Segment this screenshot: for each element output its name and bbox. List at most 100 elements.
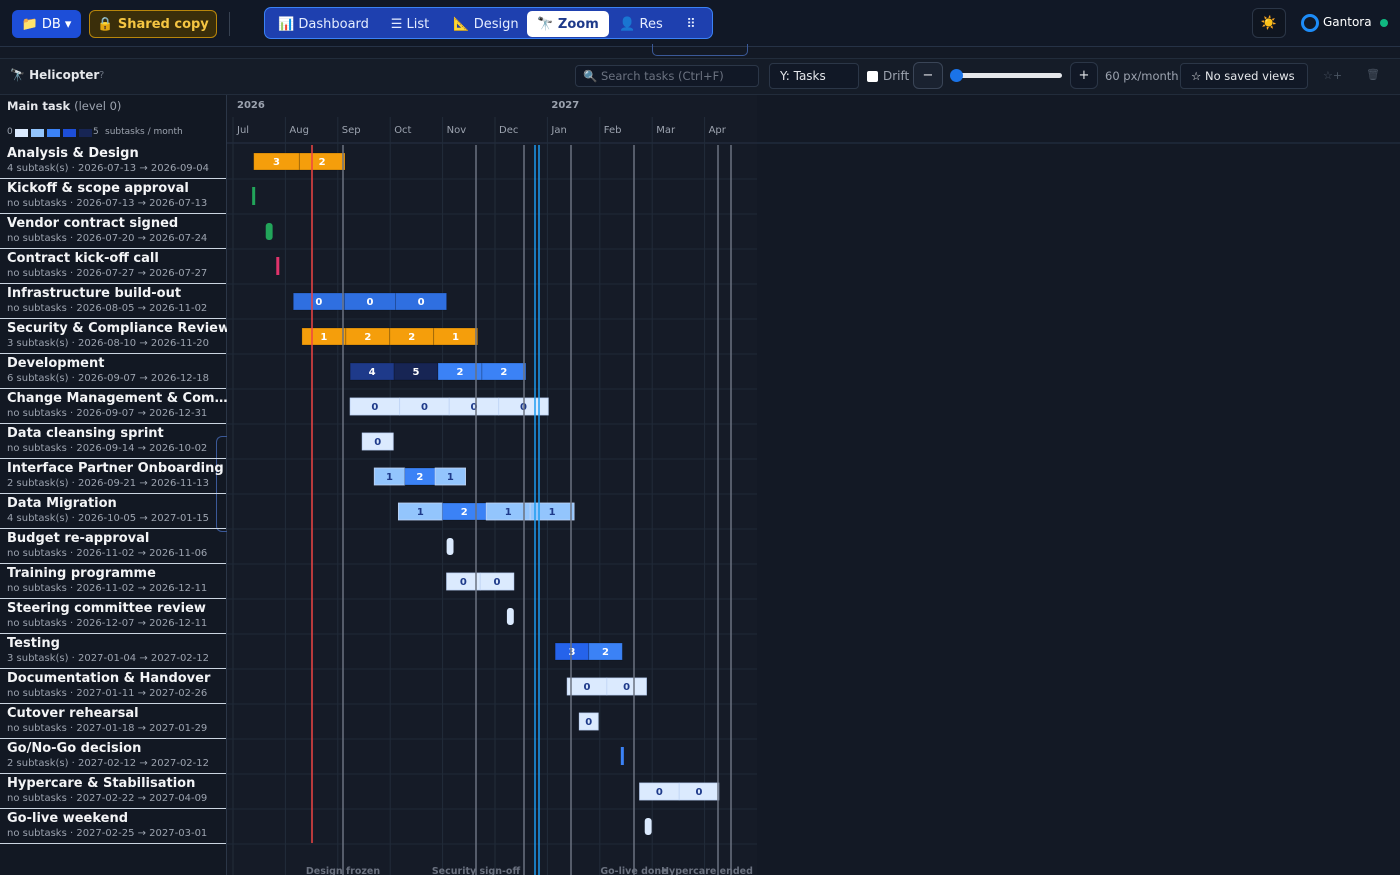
month-label: Jan [550, 125, 566, 136]
task-name: Go-live weekend [7, 811, 129, 826]
row-divider [0, 213, 226, 214]
milestone-label: Security sign-off [432, 866, 521, 875]
saved-views[interactable]: ☆ No saved views [1180, 63, 1308, 89]
zoom-out[interactable]: − [913, 62, 943, 89]
brand: Gantora [1323, 15, 1372, 29]
legend-swatches [15, 129, 92, 137]
nav-tab[interactable]: 📊 Dashboard [278, 16, 369, 32]
help[interactable]: ? [99, 70, 105, 81]
segment-count: 1 [386, 472, 393, 483]
zoom-slider[interactable] [950, 69, 963, 82]
task-meta: 4 subtask(s) · 2026-07-13 → 2026-09-04 [7, 163, 210, 174]
task-name: Hypercare & Stabilisation [7, 776, 196, 791]
theme-toggle[interactable]: ☀️ [1252, 8, 1286, 38]
task-meta: no subtasks · 2027-01-18 → 2027-01-29 [7, 723, 208, 734]
task-meta: no subtasks · 2026-07-20 → 2026-07-24 [7, 233, 208, 244]
milestone [276, 257, 280, 275]
segment [481, 362, 527, 381]
segment-count: 2 [408, 332, 415, 343]
milestone [252, 187, 256, 205]
left-panel [0, 95, 227, 875]
segment [395, 292, 448, 311]
segment-count: 2 [319, 157, 326, 168]
segment-count: 0 [371, 402, 378, 413]
segment [433, 327, 479, 346]
month-label: Mar [656, 125, 676, 136]
task-name: Cutover rehearsal [7, 706, 139, 721]
row-divider [0, 283, 226, 284]
drift-checkbox[interactable] [867, 71, 878, 82]
zoom-track [953, 73, 1062, 78]
panel-handle[interactable] [216, 436, 227, 532]
month-label: Aug [289, 125, 309, 136]
segment-count: 0 [418, 297, 425, 308]
task-meta: no subtasks · 2026-11-02 → 2026-11-06 [7, 548, 208, 559]
row-divider [0, 563, 226, 564]
search[interactable]: 🔍 Search tasks (Ctrl+F) [575, 65, 759, 87]
nav-tab[interactable]: ☰ List [390, 16, 430, 32]
segment-count: 0 [470, 402, 477, 413]
row-divider [0, 598, 226, 599]
segment-count: 2 [602, 647, 609, 658]
y-axis-select[interactable]: Y: Tasks [769, 63, 859, 89]
row-divider [0, 528, 226, 529]
gantt-bg [227, 95, 757, 875]
task-meta: no subtasks · 2026-08-05 → 2026-11-02 [7, 303, 208, 314]
task-name: Steering committee review [7, 601, 206, 616]
segment-count: 1 [417, 507, 424, 518]
task-meta: no subtasks · 2026-11-02 → 2026-12-11 [7, 583, 208, 594]
drift-label: Drift [883, 69, 910, 83]
scale-label: 60 px/month [1105, 69, 1179, 83]
row-divider [0, 773, 226, 774]
segment [437, 362, 483, 381]
segment-count: 0 [421, 402, 428, 413]
shared-copy[interactable]: 🔒 Shared copy [89, 10, 217, 38]
delete-view[interactable]: 🗑 [1366, 68, 1380, 81]
task-meta: 3 subtask(s) · 2027-01-04 → 2027-02-12 [7, 653, 210, 664]
segment-count: 3 [568, 647, 575, 658]
nav-tab[interactable]: 👤 Res [619, 16, 663, 32]
gantt: Jul Aug Sep Oct Nov Dec Jan Feb Mar Apr 2026 2027 3 2… [227, 95, 1400, 875]
nav-tab[interactable]: 🔭 Zoom [527, 11, 609, 37]
task-bar [265, 223, 273, 240]
segment-count: 0 [366, 297, 373, 308]
row-divider [0, 808, 226, 809]
month-label: Oct [394, 125, 411, 136]
task-name: Interface Partner Onboarding [7, 461, 224, 476]
task-meta: no subtasks · 2027-02-25 → 2027-03-01 [7, 828, 208, 839]
milestone-label: Design frozen [306, 866, 380, 875]
segment [606, 677, 647, 696]
task-name: Vendor contract signed [7, 216, 179, 231]
task-meta: no subtasks · 2026-07-27 → 2026-07-27 [7, 268, 208, 279]
tab-group: 📊 Dashboard ☰ List 📐 Design 🔭 Zoom 👤 Res ⠿ [264, 7, 713, 39]
row-divider [0, 388, 226, 389]
save-view[interactable]: ☆+ [1323, 69, 1343, 82]
legend-min: 0 [7, 127, 13, 137]
row-divider [0, 423, 226, 424]
row-divider [0, 458, 226, 459]
segment-count: 4 [369, 367, 376, 378]
year-label: 2027 [551, 100, 579, 111]
task-meta: no subtasks · 2026-07-13 → 2026-07-13 [7, 198, 208, 209]
segment-count: 0 [584, 682, 591, 693]
year-label: 2026 [237, 100, 265, 111]
month-label: Sep [342, 125, 361, 136]
db-button[interactable]: 📁 DB ▾ [12, 10, 81, 38]
nav-tab[interactable]: ⠿ [686, 16, 696, 32]
segment [397, 502, 443, 521]
segment-count: 1 [505, 507, 512, 518]
segment [479, 572, 515, 591]
nav-tab[interactable]: 📐 Design [453, 16, 519, 32]
legend-unit: subtasks / month [105, 127, 183, 137]
task-name: Testing [7, 636, 60, 651]
task-bar [506, 608, 514, 625]
segment [361, 432, 394, 451]
segment-count: 1 [549, 507, 556, 518]
legend-max: 5 [93, 127, 99, 137]
month-label: Dec [499, 125, 518, 136]
segment-count: 2 [500, 367, 507, 378]
zoom-in[interactable]: + [1070, 62, 1098, 89]
task-name: Analysis & Design [7, 146, 139, 161]
row-divider [0, 843, 226, 844]
